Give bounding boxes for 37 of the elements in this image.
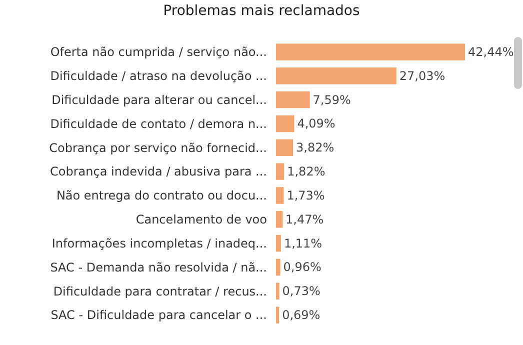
y-tick-label: SAC - Demanda não resolvida / nã... — [50, 260, 267, 274]
y-tick-label: Oferta não cumprida / serviço não... — [50, 45, 267, 60]
y-tick-label: Cancelamento de voo — [136, 212, 267, 227]
y-tick-label: Cobrança por serviço não fornecid... — [49, 140, 267, 155]
y-tick-label: Dificuldade para contratar / recus... — [53, 284, 267, 298]
bar — [276, 139, 294, 156]
bar — [276, 258, 280, 276]
bar — [276, 115, 294, 132]
y-tick-label: Dificuldade para alterar ou cancel... — [52, 92, 267, 107]
y-tick-label: Dificuldade de contato / demora n... — [50, 116, 267, 131]
y-tick-label: SAC - Dificuldade para cancelar o ... — [50, 308, 267, 322]
data-label: 0,96% — [283, 260, 322, 274]
data-label: 0,69% — [282, 308, 320, 322]
bar — [276, 234, 281, 252]
data-label: 1,73% — [286, 188, 325, 202]
data-label: 1,11% — [284, 236, 322, 250]
bar — [276, 187, 284, 204]
data-label: 1,82% — [287, 164, 326, 179]
y-tick-label: Dificuldade / atraso na devolução ... — [50, 69, 267, 84]
bar — [276, 211, 283, 228]
y-tick-label: Não entrega do contrato ou docu... — [56, 188, 267, 203]
data-label: 42,44% — [468, 44, 514, 59]
bar — [276, 282, 280, 300]
data-label: 0,73% — [282, 284, 320, 298]
data-label: 7,59% — [312, 92, 351, 107]
bar — [276, 44, 465, 60]
bar — [276, 163, 284, 180]
data-label: 3,82% — [296, 140, 334, 155]
bar — [276, 91, 310, 108]
y-tick-label: Informações incompletas / inadeq... — [52, 236, 267, 250]
y-tick-label: Cobrança indevida / abusiva para ... — [50, 164, 267, 179]
chart-title: Problemas mais reclamados — [163, 2, 360, 19]
data-label: 4,09% — [297, 116, 336, 131]
data-label: 1,47% — [286, 212, 324, 226]
data-label: 27,03% — [399, 68, 446, 83]
bar — [276, 306, 280, 324]
bar — [276, 68, 396, 84]
